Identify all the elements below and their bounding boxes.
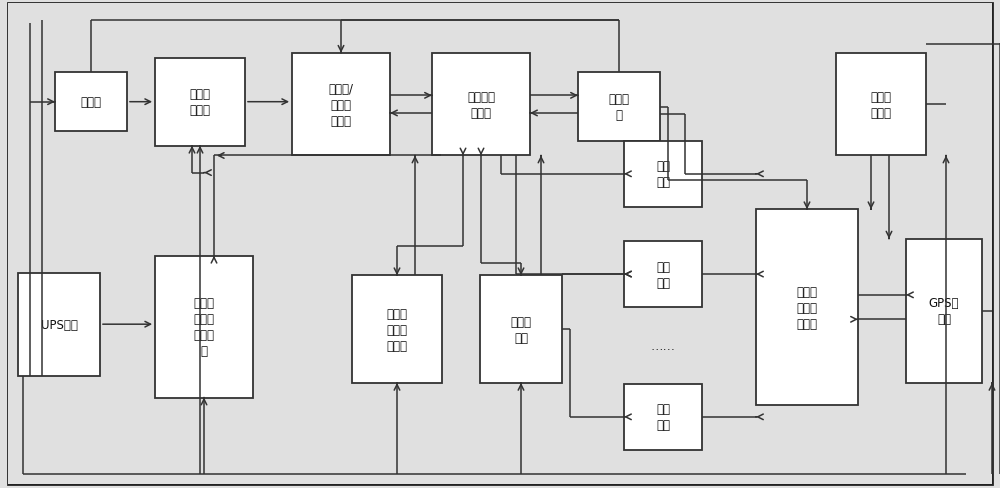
Bar bbox=[756, 210, 858, 405]
Bar bbox=[624, 384, 702, 450]
Text: UPS电源: UPS电源 bbox=[41, 318, 77, 331]
Bar bbox=[292, 54, 390, 156]
Text: 以太网
路由器: 以太网 路由器 bbox=[190, 88, 210, 117]
Bar bbox=[352, 276, 442, 383]
Text: 上位机: 上位机 bbox=[80, 96, 102, 109]
Bar bbox=[155, 256, 253, 398]
Bar bbox=[432, 54, 530, 156]
Text: GPS驯
服钟: GPS驯 服钟 bbox=[929, 297, 959, 325]
Text: 动力学/
运动学
仿真机: 动力学/ 运动学 仿真机 bbox=[328, 82, 353, 127]
Bar bbox=[480, 276, 562, 383]
Text: 天基卫
星探测
仿真机: 天基卫 星探测 仿真机 bbox=[386, 307, 408, 352]
Text: 被动
雷达: 被动 雷达 bbox=[656, 403, 670, 431]
Bar bbox=[836, 54, 926, 156]
Text: 多站协
同信号
处理机: 多站协 同信号 处理机 bbox=[796, 285, 818, 330]
Text: 综控系
统: 综控系 统 bbox=[608, 93, 630, 122]
Text: 直流稳
压电源: 直流稳 压电源 bbox=[870, 90, 892, 120]
Bar bbox=[55, 73, 127, 132]
Text: ……: …… bbox=[650, 339, 676, 352]
Bar bbox=[906, 239, 982, 383]
Text: 实时反射
内存网: 实时反射 内存网 bbox=[467, 90, 495, 120]
Text: 地基超
视距雷
达仿真
机: 地基超 视距雷 达仿真 机 bbox=[194, 297, 215, 357]
Bar bbox=[624, 242, 702, 307]
Bar bbox=[155, 59, 245, 146]
Text: 模拟辐
射源: 模拟辐 射源 bbox=[511, 315, 532, 344]
Text: 被动
雷达: 被动 雷达 bbox=[656, 160, 670, 189]
Text: 被动
雷达: 被动 雷达 bbox=[656, 260, 670, 289]
Bar bbox=[624, 142, 702, 207]
Bar bbox=[578, 73, 660, 142]
Bar bbox=[18, 273, 100, 376]
